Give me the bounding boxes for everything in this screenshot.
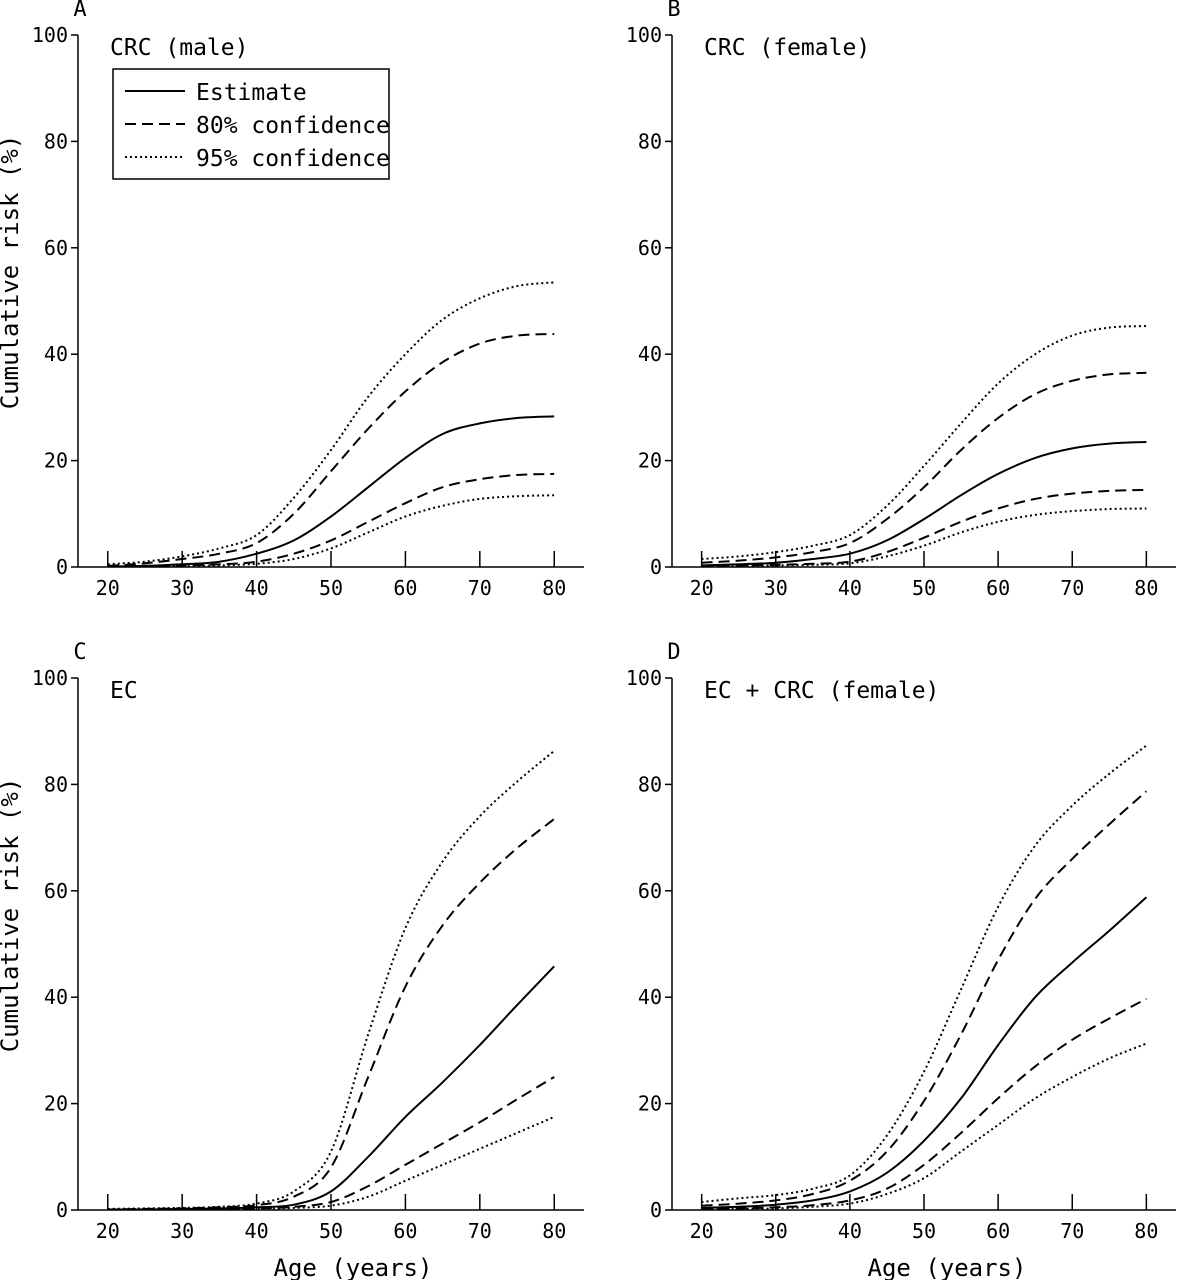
panel-a-series-dotted-2 <box>107 281 555 566</box>
panel-d-title: EC + CRC (female) <box>704 678 939 704</box>
panel-d-y-tick-label: 60 <box>638 879 662 903</box>
panel-b: 0 20 40 60 80 100 20 30 40 50 60 70 80 B CRC (female) <box>626 0 1176 600</box>
panel-c-series-solid-0 <box>107 965 555 1211</box>
panel-a-x-tick-label: 40 <box>245 576 269 600</box>
panel-b-x-tick-label: 20 <box>690 576 714 600</box>
panel-a: 0 20 40 60 80 100 20 30 40 50 60 70 80 A CRC (male) <box>32 0 584 600</box>
panel-c-x-tick-label: 50 <box>319 1219 343 1243</box>
panel-c-title: EC <box>110 678 138 704</box>
panel-d-y-tick-label: 80 <box>638 772 662 796</box>
panel-b-series-dashed-1 <box>701 371 1147 564</box>
panel-a-x-tick-label: 50 <box>319 576 343 600</box>
panel-a-series-dashed-3 <box>107 472 555 568</box>
x-axis-label-right: Age (years) <box>868 1254 1027 1280</box>
legend-label-80: 80% confidence <box>196 113 390 139</box>
panel-b-y-tick-label: 80 <box>638 129 662 153</box>
panel-d-x-tick-label: 40 <box>838 1219 862 1243</box>
panel-c-y-tick-label: 100 <box>32 666 68 690</box>
panel-b-y-tick-label: 40 <box>638 342 662 366</box>
panel-d-x-tick-label: 50 <box>912 1219 936 1243</box>
panel-d-x-tick-label: 60 <box>986 1219 1010 1243</box>
panel-d-series-solid-0 <box>701 896 1148 1209</box>
panel-a-y-tick-label: 100 <box>32 23 68 47</box>
panel-d-y-tick-label: 100 <box>626 666 662 690</box>
panel-d-series-dashed-1 <box>701 790 1148 1207</box>
panel-b-series-solid-0 <box>701 441 1147 567</box>
panel-c-series-dotted-2 <box>107 750 555 1210</box>
panel-a-series-dotted-4 <box>107 494 555 568</box>
panel-a-x-tick-label: 80 <box>542 576 566 600</box>
panel-b-x-tick-label: 80 <box>1134 576 1158 600</box>
panel-b-y-tick-label: 20 <box>638 449 662 473</box>
panel-b-x-tick-label: 40 <box>838 576 862 600</box>
panel-a-y-tick-label: 40 <box>44 342 68 366</box>
legend: Estimate 80% confidence 95% confidence <box>112 68 390 180</box>
panel-b-letter: B <box>667 0 680 22</box>
panel-d-y-tick-label: 0 <box>650 1198 662 1222</box>
panel-c-y-tick-label: 40 <box>44 985 68 1009</box>
panel-d-x-tick-label: 80 <box>1134 1219 1158 1243</box>
legend-label-95: 95% confidence <box>196 146 390 172</box>
panel-d-x-tick-label: 30 <box>764 1219 788 1243</box>
panel-c-x-tick-label: 70 <box>468 1219 492 1243</box>
panel-a-y-tick-label: 20 <box>44 449 68 473</box>
panel-c-series-dashed-3 <box>107 1076 555 1211</box>
panel-d-series-dotted-2 <box>701 744 1148 1203</box>
panel-c-x-tick-label: 60 <box>393 1219 417 1243</box>
panel-a-y-tick-label: 0 <box>56 555 68 579</box>
panel-c-x-tick-label: 80 <box>542 1219 566 1243</box>
panel-d-y-tick-label: 20 <box>638 1092 662 1116</box>
panel-c-y-tick-label: 0 <box>56 1198 68 1222</box>
x-axis-label-left: Age (years) <box>274 1254 433 1280</box>
panel-b-x-tick-label: 50 <box>912 576 936 600</box>
panel-a-y-tick-label: 60 <box>44 236 68 260</box>
panel-b-y-tick-label: 0 <box>650 555 662 579</box>
panel-c-y-tick-label: 20 <box>44 1092 68 1116</box>
y-axis-label-bottom: Cumulative risk (%) <box>0 778 24 1053</box>
panel-b-x-tick-label: 30 <box>764 576 788 600</box>
panel-c-x-tick-label: 20 <box>96 1219 120 1243</box>
panel-b-y-tick-label: 100 <box>626 23 662 47</box>
panel-c-series-dashed-1 <box>107 818 555 1211</box>
panel-b-x-tick-label: 60 <box>986 576 1010 600</box>
y-axis-label-top: Cumulative risk (%) <box>0 135 24 410</box>
panel-a-series-solid-0 <box>107 415 555 568</box>
panel-d-y-tick-label: 40 <box>638 985 662 1009</box>
panel-b-y-tick-label: 60 <box>638 236 662 260</box>
panel-c-x-tick-label: 30 <box>170 1219 194 1243</box>
panel-d: 0 20 40 60 80 100 20 30 40 50 60 70 80 D EC + CRC (fem… <box>626 640 1176 1243</box>
panel-d-x-tick-label: 20 <box>690 1219 714 1243</box>
panel-d-series-dotted-4 <box>701 1042 1147 1211</box>
panel-a-y-tick-label: 80 <box>44 129 68 153</box>
panel-a-title: CRC (male) <box>110 35 248 61</box>
panel-a-x-tick-label: 30 <box>170 576 194 600</box>
panel-a-letter: A <box>73 0 86 22</box>
panel-b-title: CRC (female) <box>704 35 870 61</box>
panel-b-series-dashed-3 <box>701 488 1147 567</box>
panel-d-letter: D <box>667 640 680 665</box>
panel-a-x-tick-label: 20 <box>96 576 120 600</box>
panel-c-y-tick-label: 80 <box>44 772 68 796</box>
panel-a-series-dashed-1 <box>107 333 555 567</box>
panel-c-y-tick-label: 60 <box>44 879 68 903</box>
legend-label-estimate: Estimate <box>196 80 307 106</box>
panel-c-x-tick-label: 40 <box>245 1219 269 1243</box>
panel-c: 0 20 40 60 80 100 20 30 40 50 60 70 80 C EC <box>32 640 584 1243</box>
panel-a-x-tick-label: 70 <box>468 576 492 600</box>
panel-d-series-dashed-3 <box>701 997 1147 1210</box>
panel-b-x-tick-label: 70 <box>1060 576 1084 600</box>
panel-b-series-dotted-2 <box>701 325 1147 560</box>
panel-c-letter: C <box>73 640 86 665</box>
panel-d-x-tick-label: 70 <box>1060 1219 1084 1243</box>
panel-a-x-tick-label: 60 <box>393 576 417 600</box>
